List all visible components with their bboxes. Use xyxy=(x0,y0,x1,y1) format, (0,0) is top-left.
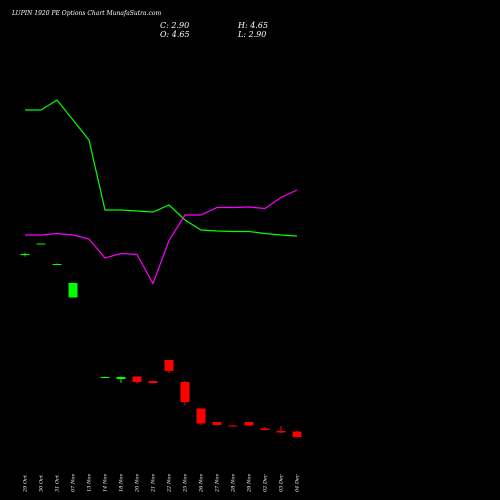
x-tick-label: 30 Oct xyxy=(39,474,45,492)
x-tick-label: 14 Nov xyxy=(103,474,109,492)
candle-29-oct xyxy=(20,253,30,257)
low-value: L: 2.90 xyxy=(238,30,267,39)
candle-body xyxy=(212,422,222,425)
candle-07-nov xyxy=(68,283,78,298)
candle-body xyxy=(244,422,254,426)
candle-body xyxy=(228,425,238,427)
x-tick-label: 28 Nov xyxy=(231,474,237,493)
candle-body xyxy=(20,254,30,255)
candle-body xyxy=(276,431,286,433)
candle-body xyxy=(116,377,126,379)
candle-21-nov xyxy=(164,360,174,373)
candle-body xyxy=(292,431,302,437)
open-value: O: 4.65 xyxy=(160,30,190,39)
x-tick-label: 20 Nov xyxy=(135,474,141,493)
x-tick-label: 31 Oct xyxy=(55,474,61,492)
candle-body xyxy=(180,382,190,402)
indicator-line-1 xyxy=(25,99,298,237)
x-axis: 29 Oct 30 Oct 31 Oct 07 Nov 13 Nov 14 Nov 18 N… xyxy=(23,474,301,493)
chart-title: LUPIN 1920 PE Options Chart MunafaSutra.… xyxy=(12,10,162,17)
x-tick-label: 13 Nov xyxy=(87,474,93,492)
candle-body xyxy=(148,381,158,383)
candle-22-nov xyxy=(180,381,190,406)
x-tick-label: 29 Nov xyxy=(247,474,253,493)
indicator-lines xyxy=(25,99,298,285)
x-tick-label: 18 Nov xyxy=(119,474,125,492)
x-tick-label: 04 Dec xyxy=(295,474,301,492)
candle-body xyxy=(68,283,78,298)
candle-body xyxy=(260,428,270,430)
x-tick-label: 07 Nov xyxy=(71,474,77,492)
candle-body xyxy=(52,264,62,265)
x-tick-label: 29 Oct xyxy=(23,474,29,493)
candle-29-nov xyxy=(260,427,270,431)
candle-body xyxy=(132,376,142,382)
candle-31-oct xyxy=(52,263,62,265)
candle-body xyxy=(100,377,110,378)
candle-body xyxy=(36,243,46,245)
candle-02-dec xyxy=(276,426,286,433)
indicator-line-2 xyxy=(25,189,298,285)
high-value: H: 4.65 xyxy=(238,21,269,30)
candle-26-nov xyxy=(212,422,222,426)
candle-28-nov xyxy=(244,421,254,426)
candles xyxy=(20,243,302,438)
x-tick-label: 26 Nov xyxy=(199,474,205,493)
candle-20-nov xyxy=(148,380,158,384)
x-tick-label: 25 Nov xyxy=(183,474,189,493)
candle-body xyxy=(164,360,174,371)
x-tick-label: 27 Nov xyxy=(215,474,221,493)
candle-13-nov xyxy=(100,376,110,378)
candle-30-oct xyxy=(36,243,46,245)
x-tick-label: 21 Nov xyxy=(151,474,157,493)
candle-27-nov xyxy=(228,425,238,427)
x-tick-label: 02 Dec xyxy=(263,474,269,492)
candle-18-nov xyxy=(132,376,142,384)
candle-03-dec xyxy=(292,431,302,438)
x-tick-label: 03 Dec xyxy=(279,474,285,492)
close-value: C: 2.90 xyxy=(160,21,190,30)
candle-body xyxy=(196,408,206,424)
candle-14-nov xyxy=(116,376,126,383)
x-tick-label: 22 Nov xyxy=(167,474,173,493)
candle-25-nov xyxy=(196,408,206,425)
